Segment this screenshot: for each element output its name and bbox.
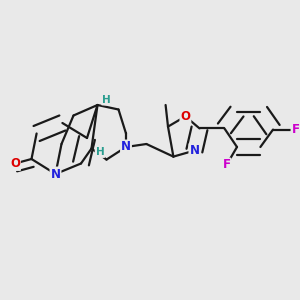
Text: O: O xyxy=(180,110,190,123)
Text: N: N xyxy=(121,140,131,154)
Text: N: N xyxy=(189,144,200,157)
Text: H: H xyxy=(102,94,111,105)
Text: H: H xyxy=(95,147,104,157)
Text: F: F xyxy=(223,158,230,172)
Text: N: N xyxy=(50,167,61,181)
Text: O: O xyxy=(10,157,20,170)
Text: F: F xyxy=(292,123,299,136)
